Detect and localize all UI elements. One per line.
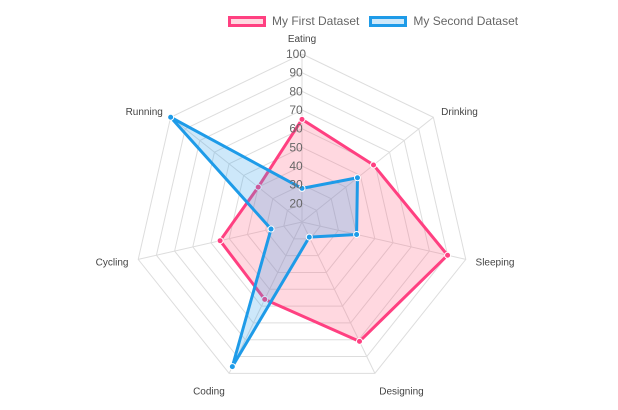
- axis-label-eating: Eating: [288, 34, 316, 45]
- legend-swatch-second-dataset: [369, 15, 408, 27]
- radar-series-layer: [167, 113, 452, 371]
- grid-spoke-designing: [301, 221, 376, 374]
- tick-label-100: 100: [286, 47, 306, 61]
- legend-item-first-dataset[interactable]: My First Dataset: [228, 14, 359, 28]
- tick-label-70: 70: [289, 103, 303, 117]
- grid-spoke-running: [170, 116, 303, 223]
- data-point-second-running[interactable]: [167, 113, 175, 121]
- data-point-first-designing[interactable]: [356, 337, 364, 345]
- grid-ring-80: [174, 90, 430, 341]
- legend-item-second-dataset[interactable]: My Second Dataset: [369, 14, 518, 28]
- grid-spoke-drinking: [301, 116, 434, 223]
- data-point-first-coding[interactable]: [261, 295, 269, 303]
- data-point-first-eating[interactable]: [298, 115, 306, 123]
- data-point-second-eating[interactable]: [298, 184, 306, 192]
- data-point-second-designing[interactable]: [305, 233, 313, 241]
- grid-ring-40: [246, 165, 358, 273]
- data-point-second-coding[interactable]: [228, 363, 236, 371]
- legend-swatch-first-dataset: [228, 15, 266, 27]
- grid-ring-50: [228, 146, 376, 290]
- axis-label-designing: Designing: [379, 386, 423, 397]
- tick-label-60: 60: [289, 122, 303, 136]
- radar-tick-labels: 20 30 40 50 60 70 80 90 100: [286, 47, 306, 210]
- grid-ring-70: [192, 109, 412, 324]
- tick-label-50: 50: [289, 140, 303, 154]
- tick-label-90: 90: [289, 66, 303, 80]
- axis-label-cycling: Cycling: [96, 258, 129, 269]
- data-point-second-cycling[interactable]: [267, 225, 275, 233]
- grid-ring-20: [283, 202, 321, 240]
- grid-ring-90: [155, 72, 449, 358]
- data-point-second-drinking[interactable]: [353, 174, 361, 182]
- tick-label-20: 20: [289, 196, 303, 210]
- data-point-first-running[interactable]: [254, 183, 262, 191]
- tick-label-30: 30: [289, 178, 303, 192]
- data-point-second-sleeping[interactable]: [353, 230, 361, 238]
- axis-label-coding: Coding: [193, 386, 225, 397]
- chart-legend: My First Dataset My Second Dataset: [228, 14, 518, 28]
- tick-label-40: 40: [289, 159, 303, 173]
- axis-label-running: Running: [126, 107, 163, 118]
- radar-grid: [137, 53, 467, 374]
- grid-ring-100: [137, 53, 467, 374]
- tick-label-80: 80: [289, 84, 303, 98]
- series-area-second: [169, 115, 359, 369]
- legend-label-first-dataset: My First Dataset: [272, 14, 360, 28]
- axis-label-sleeping: Sleeping: [476, 258, 515, 269]
- series-second-dataset: [167, 113, 361, 371]
- radar-point-labels: Eating Drinking Sleeping Designing Coding Cyc…: [96, 34, 515, 397]
- legend-label-second-dataset: My Second Dataset: [413, 14, 519, 28]
- grid-ring-30: [265, 184, 339, 257]
- data-point-first-cycling[interactable]: [216, 237, 224, 245]
- data-point-first-sleeping[interactable]: [444, 251, 452, 259]
- data-point-first-drinking[interactable]: [370, 161, 378, 169]
- axis-label-drinking: Drinking: [441, 107, 478, 118]
- grid-spoke-sleeping: [301, 221, 466, 260]
